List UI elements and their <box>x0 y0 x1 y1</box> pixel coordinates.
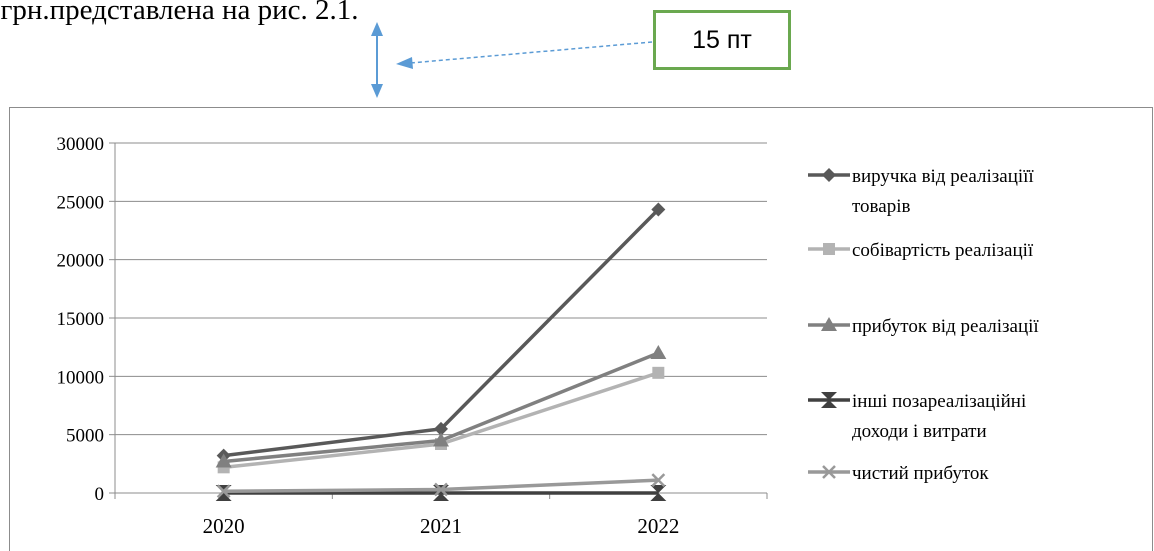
chart-frame <box>9 107 1153 551</box>
data-point-marker <box>652 366 665 379</box>
data-point-marker <box>650 485 667 501</box>
y-tick-label: 30000 <box>57 134 105 155</box>
series-line <box>223 371 659 470</box>
x-tick-label: 2022 <box>637 514 679 538</box>
legend-swatch-marker <box>822 168 836 182</box>
data-point-marker <box>215 453 232 468</box>
data-point-marker <box>650 345 667 359</box>
data-point-marker <box>651 473 666 488</box>
data-point-marker <box>651 202 666 217</box>
x-tick-label: 2021 <box>420 514 462 538</box>
legend-swatch-marker <box>822 465 836 479</box>
series-line <box>223 208 660 458</box>
legend: виручка від реалізаціїї товарів собівартіс… <box>808 166 1039 484</box>
data-point-marker <box>216 484 231 499</box>
y-tick-label: 25000 <box>57 192 105 213</box>
x-tick-label: 2020 <box>203 514 245 538</box>
vertical-double-arrow-icon <box>371 22 383 98</box>
legend-label: виручка від реалізаціїї <box>852 166 1034 187</box>
legend-label: прибуток від реалізації <box>852 316 1039 337</box>
legend-swatch-marker <box>823 243 835 255</box>
y-tick-label: 0 <box>95 484 105 505</box>
y-tick-label: 5000 <box>66 426 104 447</box>
data-point-marker <box>434 421 448 436</box>
legend-label: собівартість реалізації <box>852 240 1034 261</box>
y-tick-label: 10000 <box>57 367 105 388</box>
gridlines <box>115 142 767 436</box>
data-point-marker <box>434 482 448 497</box>
legend-label: товарів <box>852 196 910 217</box>
y-tick-labels: 0 5000 10000 15000 20000 25000 30000 <box>57 134 105 505</box>
legend-label: інші позареалізаційні <box>852 391 1026 412</box>
y-tick-label: 15000 <box>57 309 105 330</box>
series-lines <box>215 202 667 501</box>
callout-label-box: 15 пт <box>653 10 791 70</box>
body-text-line: . грн.представлена на рис. 2.1. <box>0 0 359 26</box>
legend-swatch-marker <box>821 317 837 331</box>
x-tick-labels: 2020 2021 2022 <box>203 514 680 538</box>
dashed-pointer-arrow-icon <box>396 41 653 69</box>
legend-label: чистий прибуток <box>852 463 989 484</box>
y-tick-label: 20000 <box>57 251 105 272</box>
data-point-marker <box>433 432 449 447</box>
legend-label: доходи і витрати <box>852 421 987 442</box>
legend-swatch-marker <box>821 392 837 408</box>
spacing-annotation <box>371 22 653 98</box>
